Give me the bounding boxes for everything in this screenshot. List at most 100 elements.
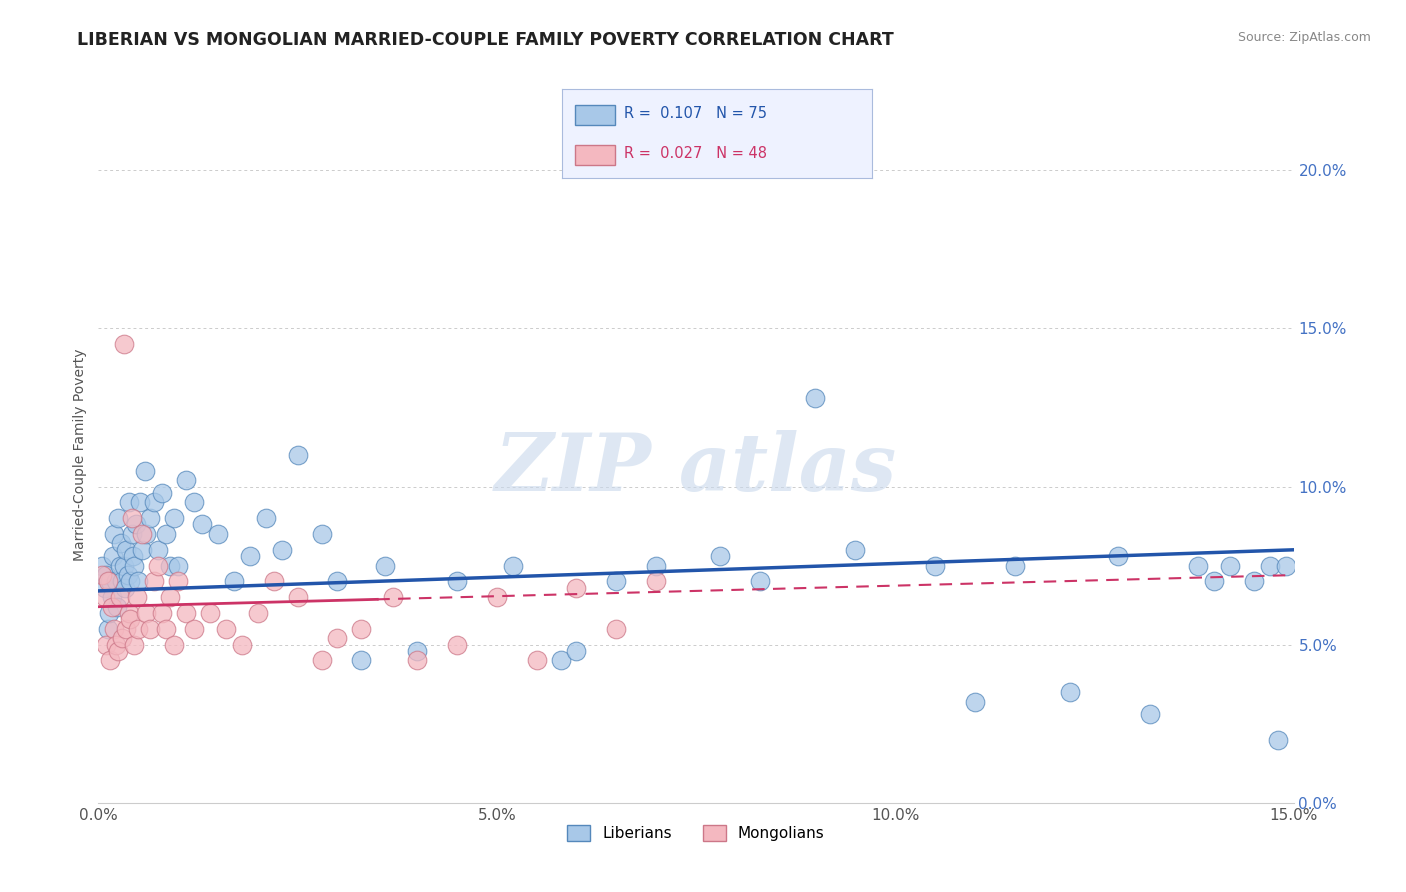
Point <box>128 495 150 509</box>
Point <box>167 558 190 573</box>
Point <box>924 558 946 573</box>
Point <box>174 473 197 487</box>
Point <box>91 568 114 582</box>
Point <box>311 527 333 541</box>
Point <box>101 591 124 605</box>
Point <box>104 574 127 589</box>
Point <box>1187 558 1209 573</box>
Point <box>645 558 668 573</box>
Point <box>125 591 148 605</box>
Point <box>198 606 221 620</box>
Point <box>97 574 120 589</box>
Point <box>118 606 141 620</box>
Point <box>107 511 129 525</box>
Point <box>143 574 166 589</box>
Y-axis label: Married-Couple Family Poverty: Married-Couple Family Poverty <box>73 349 87 561</box>
Point <box>207 527 229 541</box>
Point <box>804 391 827 405</box>
Point <box>446 638 468 652</box>
Point <box>326 574 349 589</box>
Point <box>350 653 373 667</box>
Point <box>605 622 627 636</box>
Point <box>191 517 214 532</box>
Point <box>135 606 157 620</box>
Point <box>1243 574 1265 589</box>
Point <box>131 542 153 557</box>
Point <box>101 549 124 563</box>
Point <box>163 511 186 525</box>
Point <box>231 638 253 652</box>
Point <box>94 591 117 605</box>
Point <box>526 653 548 667</box>
Point <box>103 622 125 636</box>
Point <box>215 622 238 636</box>
Point <box>374 558 396 573</box>
Point <box>135 527 157 541</box>
Text: R =  0.107   N = 75: R = 0.107 N = 75 <box>624 106 768 120</box>
Point <box>150 606 173 620</box>
Point <box>270 542 292 557</box>
Point <box>107 644 129 658</box>
Point <box>183 495 205 509</box>
Point <box>120 612 142 626</box>
Point <box>150 486 173 500</box>
Point <box>121 527 143 541</box>
Point <box>127 622 149 636</box>
Point <box>326 632 349 646</box>
Point <box>143 495 166 509</box>
Text: R =  0.027   N = 48: R = 0.027 N = 48 <box>624 146 768 161</box>
Point <box>105 599 128 614</box>
Point <box>139 622 162 636</box>
Point <box>446 574 468 589</box>
Point <box>98 574 122 589</box>
Point <box>118 495 141 509</box>
Point <box>254 511 277 525</box>
Point <box>382 591 405 605</box>
Point <box>148 542 170 557</box>
Point <box>94 581 117 595</box>
Point <box>134 464 156 478</box>
Text: ZIP atlas: ZIP atlas <box>495 430 897 508</box>
Point <box>127 574 149 589</box>
Point <box>124 558 146 573</box>
Point <box>108 591 131 605</box>
Point <box>115 542 138 557</box>
Point <box>103 527 125 541</box>
Bar <box>575 105 614 125</box>
Point <box>1258 558 1281 573</box>
Point <box>96 568 118 582</box>
Point <box>97 606 120 620</box>
Point <box>112 337 135 351</box>
Point <box>1004 558 1026 573</box>
Point <box>748 574 770 589</box>
Point <box>131 527 153 541</box>
Point <box>97 622 120 636</box>
Point <box>96 638 118 652</box>
Point <box>115 622 138 636</box>
Point <box>222 574 245 589</box>
Text: Source: ZipAtlas.com: Source: ZipAtlas.com <box>1237 31 1371 45</box>
Point <box>139 511 162 525</box>
Point <box>239 549 262 563</box>
Point <box>148 558 170 573</box>
Point <box>263 574 285 589</box>
Point <box>287 591 309 605</box>
Point <box>159 558 181 573</box>
Point <box>550 653 572 667</box>
Point <box>1059 685 1081 699</box>
Point <box>114 581 136 595</box>
Point <box>91 558 114 573</box>
Point <box>108 558 131 573</box>
Point <box>1267 732 1289 747</box>
Point <box>163 638 186 652</box>
Point <box>246 606 269 620</box>
Point <box>104 638 127 652</box>
Point <box>174 606 197 620</box>
Point <box>485 591 508 605</box>
Point <box>1274 558 1296 573</box>
Point <box>287 448 309 462</box>
Point <box>117 568 139 582</box>
Point <box>110 536 132 550</box>
Point <box>167 574 190 589</box>
Point <box>120 574 142 589</box>
